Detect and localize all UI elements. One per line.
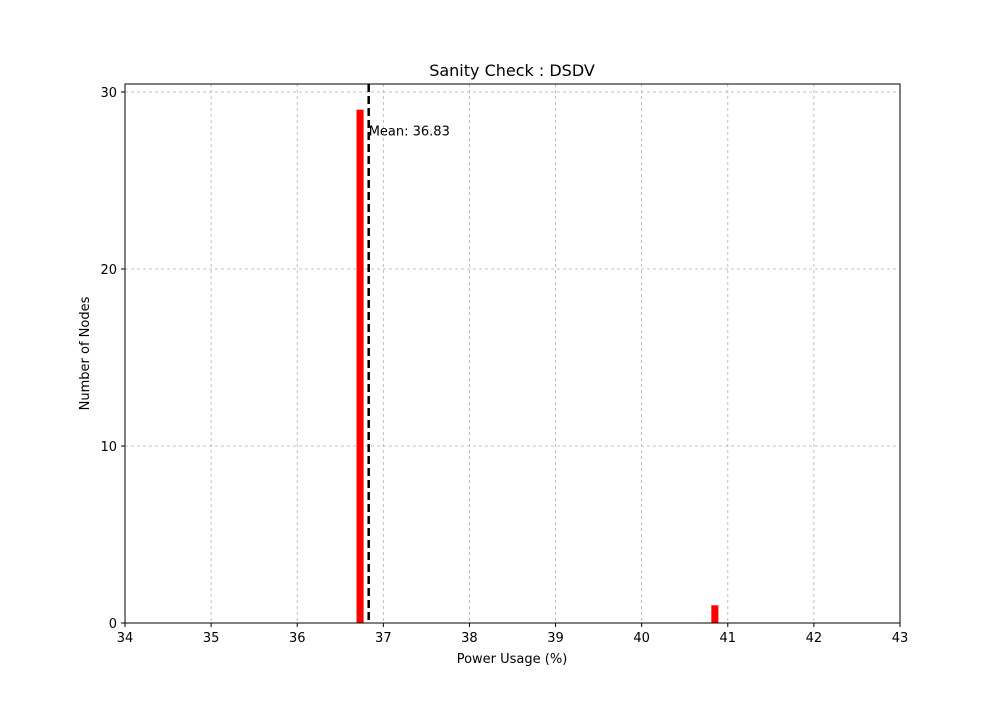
plot-frame <box>124 83 901 624</box>
x-tick-label: 38 <box>461 631 478 646</box>
x-tick-label: 36 <box>289 631 306 646</box>
mean-label: Mean: 36.83 <box>369 124 450 139</box>
x-tick-label: 43 <box>892 631 909 646</box>
bars <box>356 109 719 623</box>
x-axis-label: Power Usage (%) <box>457 652 568 667</box>
y-tick-label: 0 <box>109 617 117 632</box>
y-axis-label: Number of Nodes <box>78 296 93 410</box>
mean-marker: Mean: 36.83 <box>367 84 450 623</box>
y-tick-label: 20 <box>100 263 117 278</box>
x-tick-label: 39 <box>547 631 564 646</box>
x-tick-label: 35 <box>203 631 220 646</box>
grid <box>125 84 900 623</box>
axis-ticks: 34 35 36 37 38 39 40 41 42 43 0 10 20 30 <box>100 86 908 646</box>
y-tick-label: 10 <box>100 440 117 455</box>
chart-title: Sanity Check : DSDV <box>429 61 595 80</box>
x-tick-label: 42 <box>806 631 823 646</box>
histogram-bar <box>356 109 364 623</box>
x-tick-label: 37 <box>375 631 392 646</box>
y-tick-label: 30 <box>100 86 117 101</box>
x-tick-label: 40 <box>633 631 650 646</box>
histogram-bar <box>711 605 719 623</box>
x-tick-label: 41 <box>720 631 737 646</box>
x-tick-label: 34 <box>117 631 134 646</box>
